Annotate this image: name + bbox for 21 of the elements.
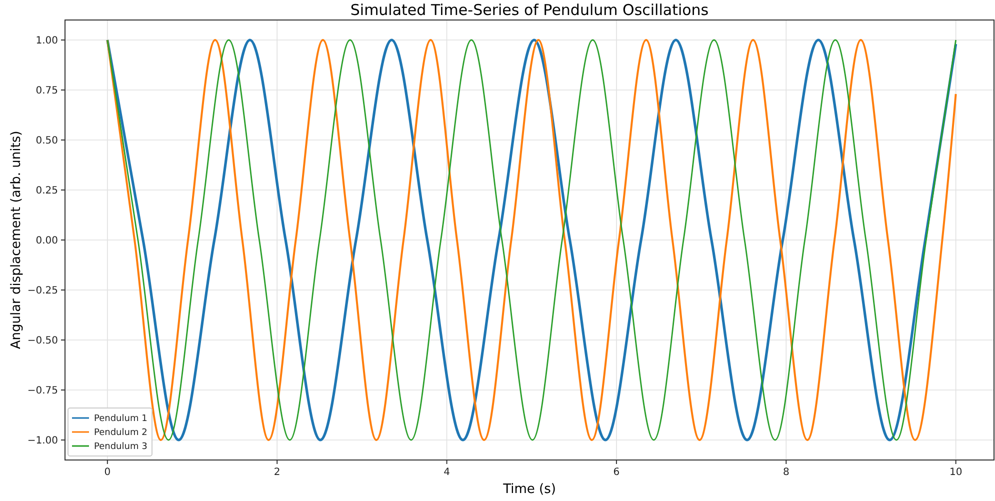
x-axis-title: Time (s) — [502, 482, 556, 497]
x-tick-label: 6 — [613, 467, 620, 478]
y-tick-label: 0.50 — [36, 136, 58, 146]
x-tick-label: 2 — [274, 467, 280, 478]
x-tick-label: 0 — [104, 467, 111, 478]
y-tick-label: −1.00 — [27, 436, 58, 446]
x-tick-label: 10 — [949, 467, 962, 478]
y-tick-label: 1.00 — [36, 36, 58, 46]
y-tick-label: −0.25 — [27, 286, 58, 296]
y-tick-label: 0.25 — [36, 186, 58, 196]
y-tick-label: −0.50 — [27, 336, 58, 346]
x-tick-label: 8 — [782, 467, 790, 478]
y-tick-label: 0.00 — [36, 236, 58, 246]
chart-title: Simulated Time-Series of Pendulum Oscillations — [350, 1, 709, 19]
legend-label: Pendulum 3 — [94, 442, 148, 452]
x-tick-label: 4 — [444, 467, 450, 478]
legend-label: Pendulum 2 — [94, 428, 148, 438]
y-axis-title: Angular displacement (arb. units) — [9, 130, 24, 350]
y-tick-label: 0.75 — [36, 86, 58, 96]
y-tick-label: −0.75 — [27, 386, 58, 396]
legend-label: Pendulum 1 — [94, 414, 148, 424]
